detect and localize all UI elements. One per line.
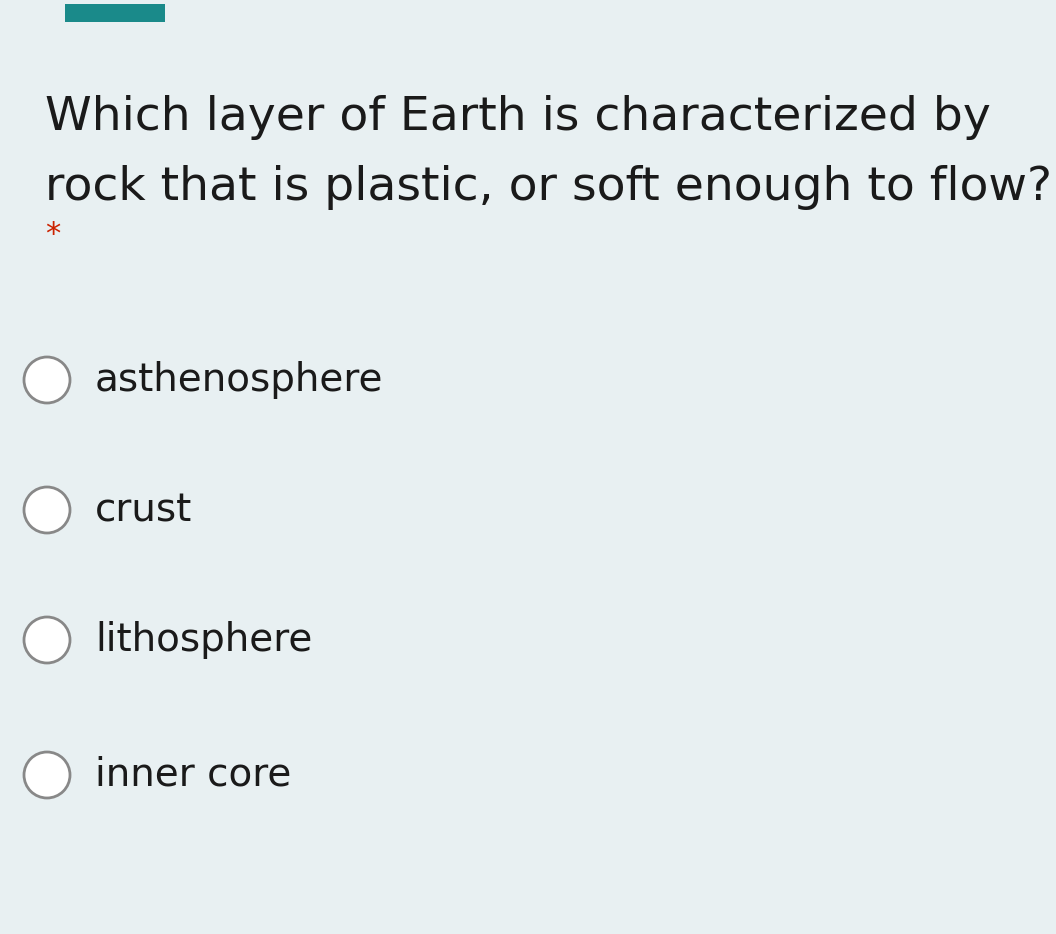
Text: *: * [45, 220, 60, 249]
Text: rock that is plastic, or soft enough to flow?: rock that is plastic, or soft enough to … [45, 165, 1052, 210]
Text: lithosphere: lithosphere [95, 621, 313, 659]
Circle shape [24, 357, 70, 403]
Text: Which layer of Earth is characterized by: Which layer of Earth is characterized by [45, 95, 991, 140]
Text: asthenosphere: asthenosphere [95, 361, 383, 399]
Circle shape [24, 752, 70, 798]
Text: inner core: inner core [95, 756, 291, 794]
Bar [65, 4, 165, 22]
Text: crust: crust [95, 491, 192, 529]
Circle shape [24, 617, 70, 663]
Circle shape [24, 487, 70, 533]
